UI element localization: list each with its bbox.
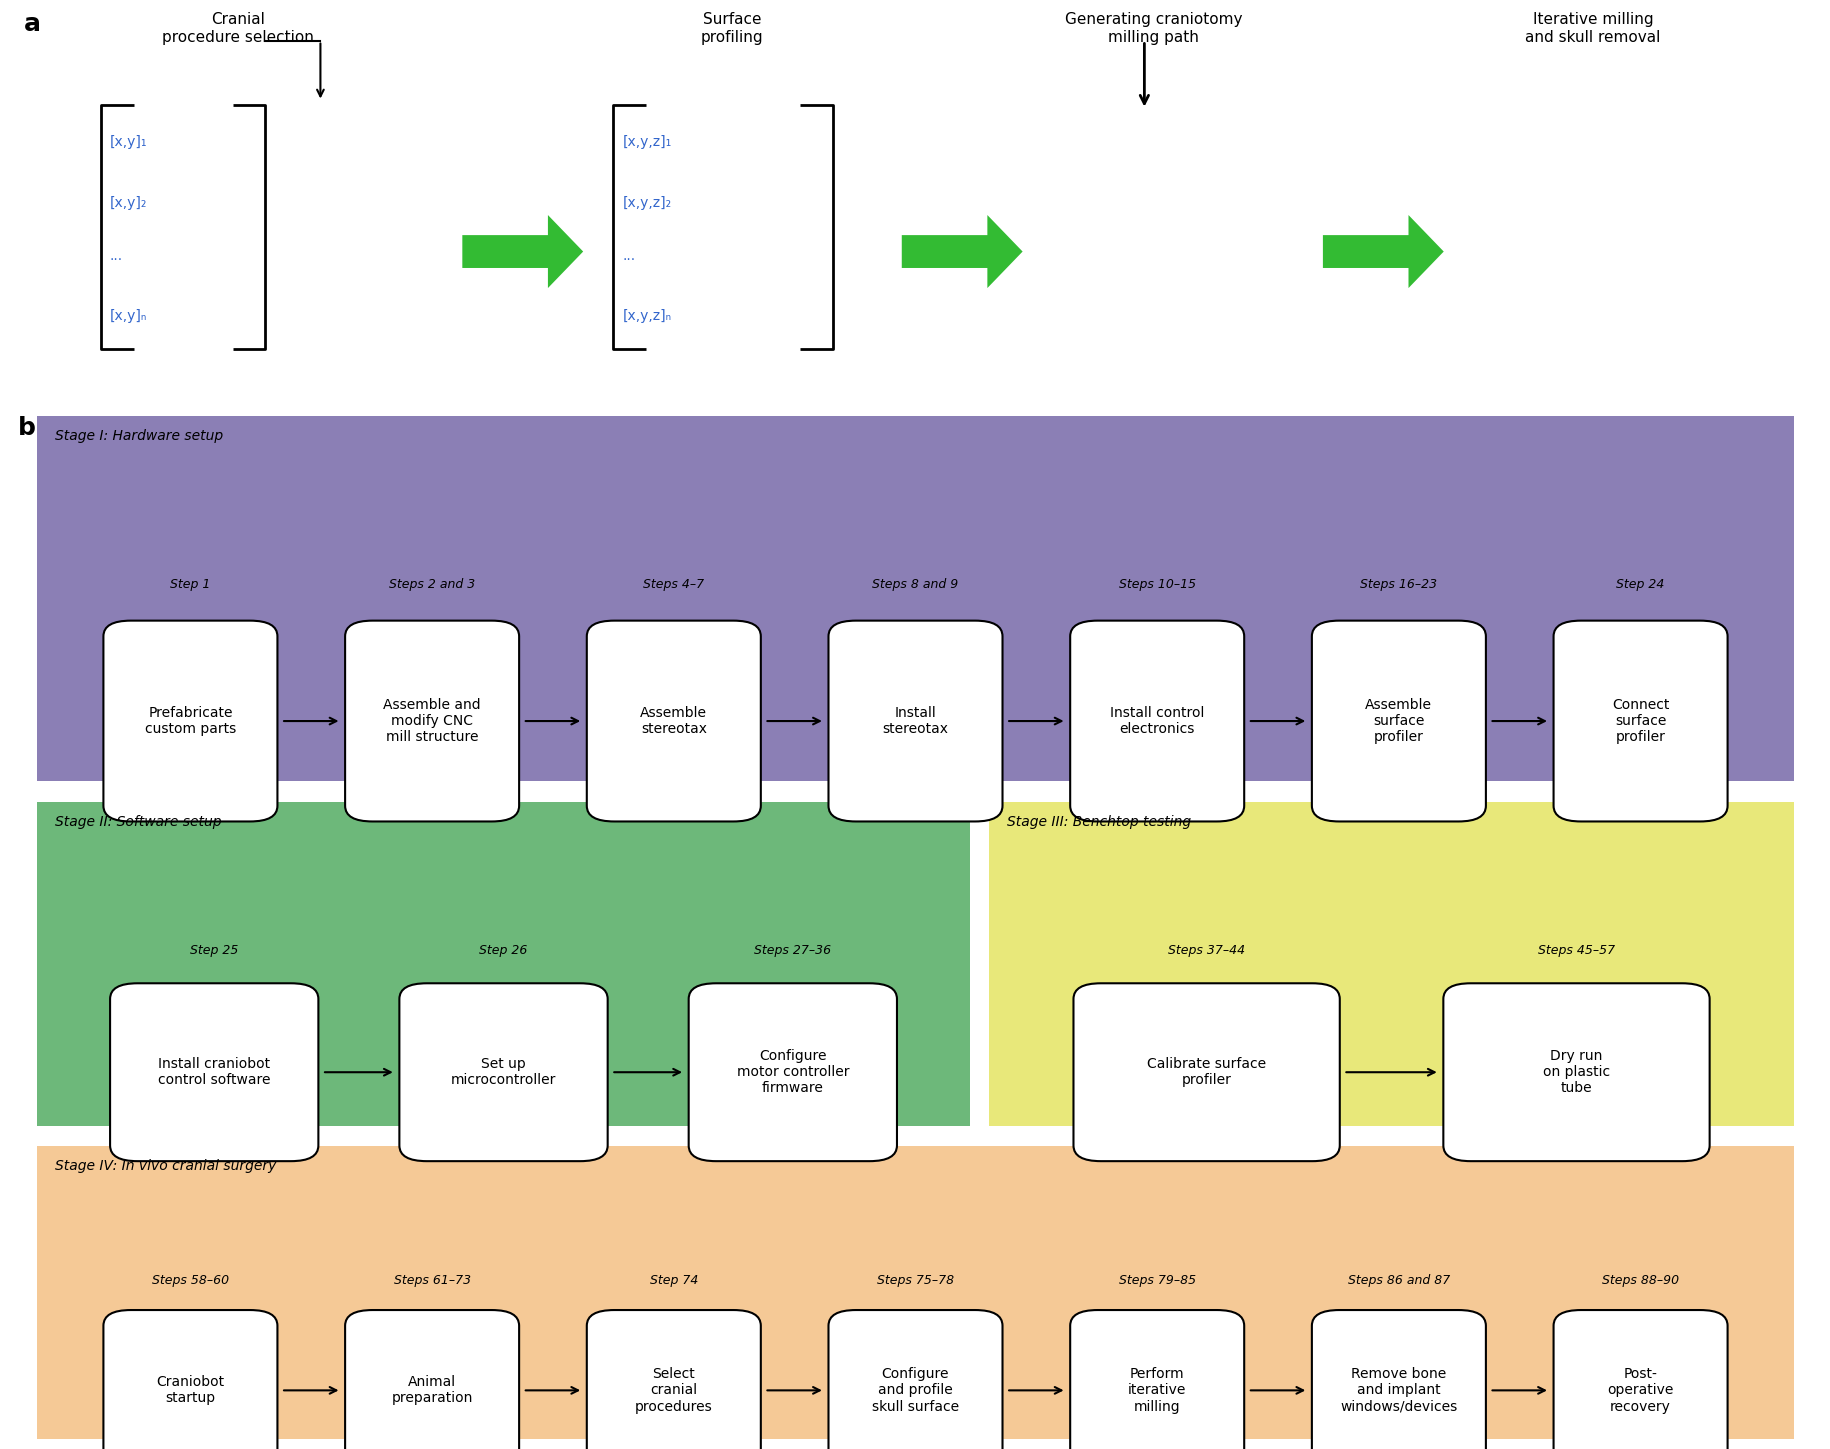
Text: Select
cranial
procedures: Select cranial procedures [635,1368,712,1414]
FancyBboxPatch shape [586,1310,761,1449]
FancyBboxPatch shape [1310,620,1486,822]
FancyBboxPatch shape [1552,620,1728,822]
Text: Craniobot
startup: Craniobot startup [156,1375,225,1406]
Text: Step 25: Step 25 [190,945,238,958]
Text: [x,y,z]₂: [x,y,z]₂ [622,196,672,210]
FancyBboxPatch shape [344,620,520,822]
Text: Steps 27–36: Steps 27–36 [754,945,831,958]
FancyBboxPatch shape [399,984,608,1161]
Text: Stage IV: In vivo cranial surgery: Stage IV: In vivo cranial surgery [55,1159,276,1174]
Text: Remove bone
and implant
windows/devices: Remove bone and implant windows/devices [1340,1368,1457,1414]
Text: Steps 10–15: Steps 10–15 [1118,578,1195,591]
Text: Step 1: Step 1 [170,578,210,591]
Text: Dry run
on plastic
tube: Dry run on plastic tube [1543,1049,1609,1095]
Text: Install
stereotax: Install stereotax [882,706,948,736]
Text: Stage III: Benchtop testing: Stage III: Benchtop testing [1007,814,1191,829]
Text: Perform
iterative
milling: Perform iterative milling [1127,1368,1186,1414]
Text: Step 24: Step 24 [1616,578,1663,591]
Text: Set up
microcontroller: Set up microcontroller [450,1058,556,1087]
FancyBboxPatch shape [1310,1310,1486,1449]
Text: Assemble
surface
profiler: Assemble surface profiler [1365,698,1431,745]
Text: Prefabricate
custom parts: Prefabricate custom parts [145,706,236,736]
Text: Step 26: Step 26 [479,945,527,958]
Polygon shape [900,214,1021,288]
FancyBboxPatch shape [1069,1310,1244,1449]
Text: Stage I: Hardware setup: Stage I: Hardware setup [55,429,223,443]
Text: ...: ... [110,249,123,262]
Text: Install control
electronics: Install control electronics [1109,706,1204,736]
Text: ...: ... [622,249,635,262]
Text: Surface
profiling: Surface profiling [701,12,763,45]
Text: Configure
and profile
skull surface: Configure and profile skull surface [871,1368,959,1414]
Text: Assemble
stereotax: Assemble stereotax [640,706,706,736]
FancyBboxPatch shape [1552,1310,1728,1449]
Text: [x,y]₁: [x,y]₁ [110,135,146,149]
Text: b: b [18,416,37,440]
FancyBboxPatch shape [1072,984,1340,1161]
Text: Steps 61–73: Steps 61–73 [393,1274,470,1287]
Text: [x,y,z]₁: [x,y,z]₁ [622,135,672,149]
Text: [x,y]ₙ: [x,y]ₙ [110,310,146,323]
Text: Configure
motor controller
firmware: Configure motor controller firmware [736,1049,849,1095]
Text: [x,y,z]ₙ: [x,y,z]ₙ [622,310,672,323]
Text: Stage II: Software setup: Stage II: Software setup [55,814,221,829]
FancyBboxPatch shape [1442,984,1709,1161]
Polygon shape [1321,214,1442,288]
Text: Connect
surface
profiler: Connect surface profiler [1610,698,1669,745]
Text: Steps 79–85: Steps 79–85 [1118,1274,1195,1287]
Text: Install craniobot
control software: Install craniobot control software [157,1058,271,1087]
Text: Assemble and
modify CNC
mill structure: Assemble and modify CNC mill structure [382,698,481,745]
Text: Cranial
procedure selection: Cranial procedure selection [163,12,313,45]
Text: Steps 2 and 3: Steps 2 and 3 [388,578,476,591]
Polygon shape [461,214,582,288]
Text: Generating craniotomy
milling path: Generating craniotomy milling path [1065,12,1241,45]
Text: Steps 58–60: Steps 58–60 [152,1274,229,1287]
FancyBboxPatch shape [688,984,897,1161]
FancyBboxPatch shape [110,984,318,1161]
Text: Steps 88–90: Steps 88–90 [1601,1274,1678,1287]
Text: Calibrate surface
profiler: Calibrate surface profiler [1146,1058,1266,1087]
FancyBboxPatch shape [827,620,1003,822]
FancyBboxPatch shape [827,1310,1003,1449]
Text: Steps 37–44: Steps 37–44 [1168,945,1244,958]
FancyBboxPatch shape [102,1310,278,1449]
Text: Steps 86 and 87: Steps 86 and 87 [1347,1274,1449,1287]
Text: Steps 16–23: Steps 16–23 [1360,578,1437,591]
FancyBboxPatch shape [1069,620,1244,822]
FancyBboxPatch shape [37,416,1793,781]
FancyBboxPatch shape [102,620,278,822]
Text: Post-
operative
recovery: Post- operative recovery [1607,1368,1673,1414]
FancyBboxPatch shape [988,803,1793,1126]
Text: Steps 4–7: Steps 4–7 [642,578,705,591]
Text: Iterative milling
and skull removal: Iterative milling and skull removal [1524,12,1660,45]
FancyBboxPatch shape [37,803,970,1126]
Text: Steps 75–78: Steps 75–78 [877,1274,953,1287]
FancyBboxPatch shape [37,1146,1793,1439]
FancyBboxPatch shape [586,620,761,822]
Text: Animal
preparation: Animal preparation [392,1375,472,1406]
Text: [x,y]₂: [x,y]₂ [110,196,146,210]
Text: Steps 45–57: Steps 45–57 [1537,945,1614,958]
Text: Step 74: Step 74 [650,1274,697,1287]
FancyBboxPatch shape [344,1310,520,1449]
Text: Steps 8 and 9: Steps 8 and 9 [871,578,959,591]
Text: a: a [24,12,40,36]
